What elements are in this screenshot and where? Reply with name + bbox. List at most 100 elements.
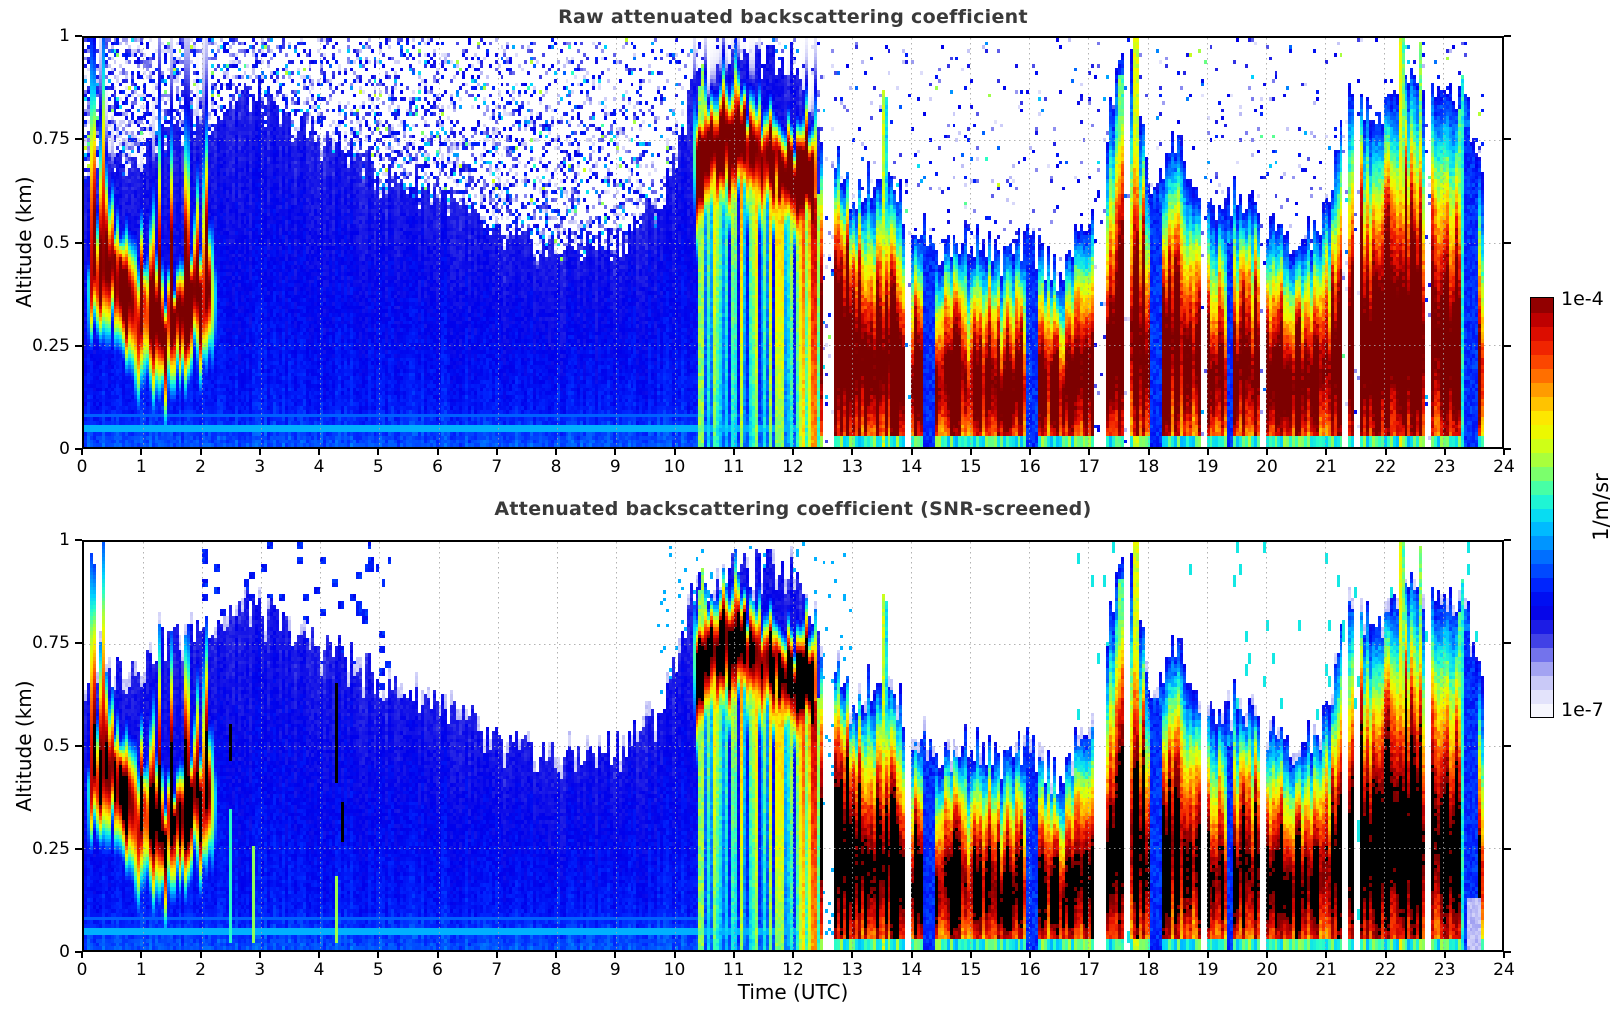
p2-x-tick bbox=[1266, 952, 1268, 958]
p2-y-tick bbox=[75, 745, 82, 747]
p2-x-tick-label: 18 bbox=[1137, 960, 1160, 980]
p2-x-tick bbox=[140, 952, 143, 958]
p1-x-tick-label: 23 bbox=[1433, 457, 1456, 477]
p2-x-tick bbox=[318, 952, 320, 958]
p1-y-tick bbox=[75, 448, 82, 450]
p1-x-tick-label: 7 bbox=[491, 457, 503, 477]
panel1-title: Raw attenuated backscattering coefficien… bbox=[558, 6, 1028, 28]
p1-x-tick-label: 10 bbox=[663, 457, 686, 477]
p1-x-tick bbox=[377, 449, 380, 455]
p1-x-tick-label: 12 bbox=[782, 457, 804, 477]
p2-x-tick bbox=[792, 952, 794, 958]
panel2-title: Attenuated backscattering coefficient (S… bbox=[494, 498, 1092, 520]
p2-x-tick-label: 6 bbox=[432, 960, 443, 980]
p2-x-tick bbox=[1325, 952, 1328, 958]
p2-x-tick-label: 21 bbox=[1315, 960, 1338, 980]
p2-y-tick-label: 0 bbox=[59, 942, 70, 962]
p2-y-tick-label: 0.5 bbox=[42, 736, 70, 756]
p2-x-tick-label: 1 bbox=[135, 960, 147, 980]
p1-y-tick bbox=[75, 138, 82, 141]
colorbar-canvas bbox=[1531, 298, 1553, 717]
p2-x-tick-label: 15 bbox=[959, 960, 982, 980]
p2-x-tick bbox=[1029, 952, 1031, 958]
colorbar-min-label: 1e-7 bbox=[1561, 699, 1604, 721]
p2-x-tick-label: 13 bbox=[841, 960, 864, 980]
p2-x-tick-label: 5 bbox=[372, 960, 384, 980]
p2-x-tick bbox=[495, 952, 498, 958]
p1-x-tick-label: 11 bbox=[722, 457, 745, 477]
p2-y-tick-right bbox=[1504, 539, 1511, 541]
p1-x-tick-label: 19 bbox=[1196, 457, 1219, 477]
p2-x-tick-label: 11 bbox=[722, 960, 745, 980]
p2-x-tick-label: 7 bbox=[491, 960, 503, 980]
p2-x-tick bbox=[851, 952, 854, 958]
p1-y-tick-label: 0 bbox=[59, 439, 70, 459]
p2-y-tick bbox=[75, 539, 82, 541]
p1-x-tick bbox=[258, 449, 261, 455]
p2-x-tick bbox=[1443, 952, 1446, 958]
p1-x-tick bbox=[140, 449, 143, 455]
p2-y-tick-label: 0.25 bbox=[32, 839, 70, 859]
p1-y-tick-right bbox=[1504, 138, 1511, 141]
p2-x-tick-label: 14 bbox=[900, 960, 923, 980]
p2-x-tick-label: 17 bbox=[1078, 960, 1101, 980]
p1-y-tick bbox=[75, 241, 82, 244]
p1-x-tick bbox=[199, 449, 202, 455]
p2-x-tick bbox=[258, 952, 261, 958]
panel1-plot-area bbox=[82, 36, 1504, 449]
p1-x-tick bbox=[1325, 449, 1328, 455]
p2-y-tick-label: 1 bbox=[59, 530, 70, 550]
p1-x-tick bbox=[1503, 449, 1505, 455]
panel2-plot-area bbox=[82, 540, 1504, 952]
p1-x-tick-label: 24 bbox=[1493, 457, 1515, 477]
p1-x-tick bbox=[1029, 449, 1031, 455]
p1-x-tick bbox=[436, 449, 439, 455]
p2-x-tick bbox=[81, 952, 83, 958]
p1-x-tick-label: 20 bbox=[1256, 457, 1278, 477]
p1-x-tick-label: 21 bbox=[1315, 457, 1338, 477]
p2-y-tick-label: 0.75 bbox=[32, 633, 70, 653]
p1-x-tick-label: 18 bbox=[1137, 457, 1160, 477]
p1-x-tick bbox=[1088, 449, 1091, 455]
p2-x-tick bbox=[377, 952, 380, 958]
p1-x-tick bbox=[81, 449, 83, 455]
p2-x-tick-label: 16 bbox=[1019, 960, 1041, 980]
p1-x-tick-label: 1 bbox=[135, 457, 147, 477]
p2-x-tick bbox=[910, 952, 913, 958]
p2-x-tick bbox=[614, 952, 617, 958]
p2-x-tick bbox=[969, 952, 972, 958]
p2-y-tick-right bbox=[1504, 848, 1511, 850]
p2-x-tick bbox=[436, 952, 439, 958]
p1-x-tick bbox=[851, 449, 854, 455]
p2-x-tick bbox=[555, 952, 557, 958]
p1-x-tick bbox=[969, 449, 972, 455]
p2-x-tick bbox=[732, 952, 735, 958]
x-axis-label: Time (UTC) bbox=[737, 980, 849, 1004]
p1-x-tick bbox=[495, 449, 498, 455]
p1-x-tick-label: 4 bbox=[313, 457, 325, 477]
p2-x-tick bbox=[1503, 952, 1505, 958]
p2-x-tick bbox=[1147, 952, 1150, 958]
p1-x-tick bbox=[1443, 449, 1446, 455]
p1-y-tick bbox=[75, 35, 82, 37]
p1-x-tick-label: 16 bbox=[1019, 457, 1041, 477]
p2-y-tick-right bbox=[1504, 642, 1511, 644]
p1-x-tick bbox=[614, 449, 617, 455]
p2-x-tick-label: 23 bbox=[1433, 960, 1456, 980]
p1-x-tick-label: 5 bbox=[372, 457, 384, 477]
p1-y-tick-label: 0.25 bbox=[32, 335, 70, 356]
p1-x-tick bbox=[1384, 449, 1387, 455]
p2-x-tick-label: 20 bbox=[1256, 960, 1278, 980]
p1-x-tick-label: 13 bbox=[841, 457, 864, 477]
p2-x-tick-label: 19 bbox=[1196, 960, 1219, 980]
p1-x-tick-label: 6 bbox=[432, 457, 443, 477]
p2-y-tick bbox=[75, 951, 82, 953]
p2-x-tick-label: 12 bbox=[782, 960, 804, 980]
p2-x-tick-label: 10 bbox=[663, 960, 686, 980]
p1-x-tick bbox=[1206, 449, 1209, 455]
p2-x-tick-label: 9 bbox=[609, 960, 621, 980]
panel1-heatmap-canvas bbox=[84, 38, 1502, 447]
p2-y-tick bbox=[75, 848, 82, 850]
p1-y-tick-right bbox=[1504, 35, 1511, 37]
